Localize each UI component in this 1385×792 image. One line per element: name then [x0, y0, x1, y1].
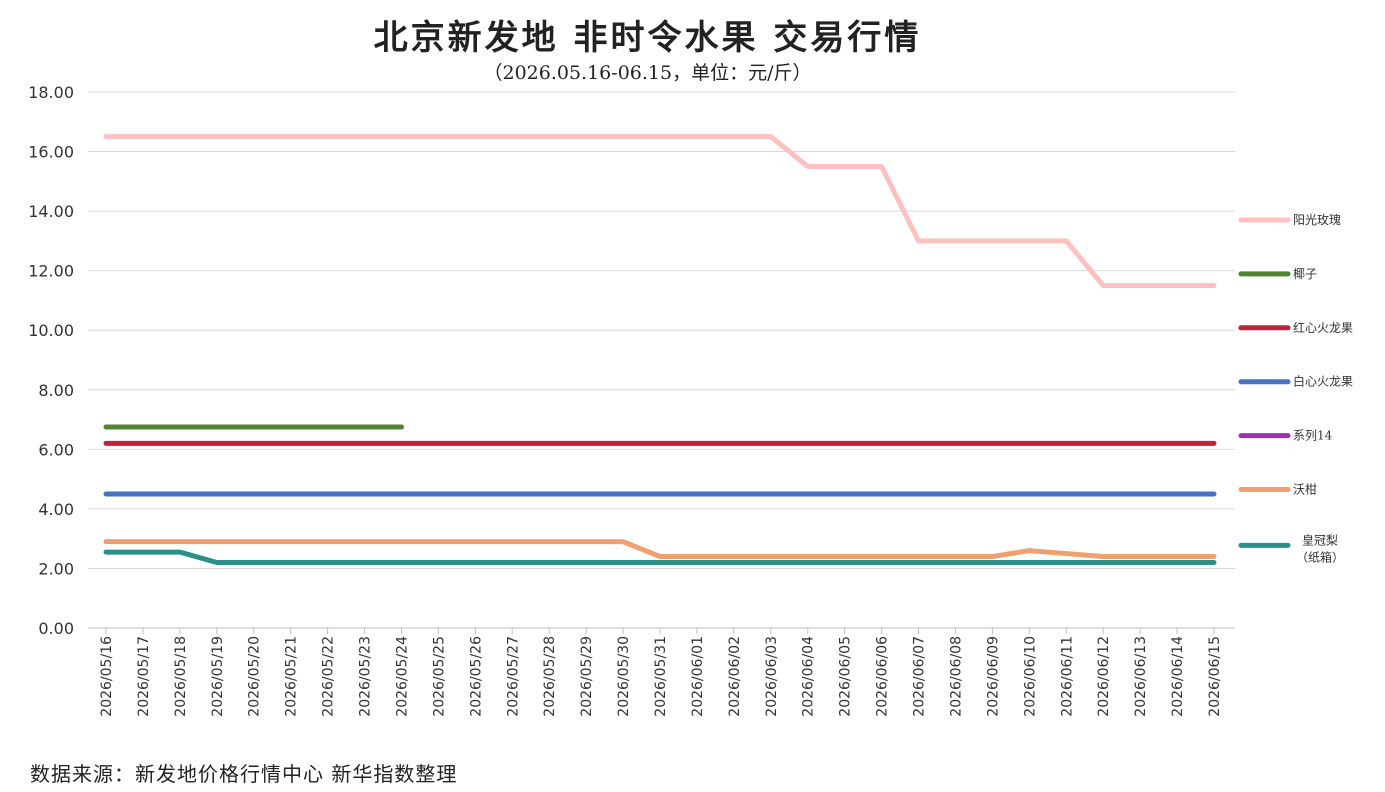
x-axis: 2026/05/16 2026/05/17 2026/05/18 2026/05/19…: [99, 628, 1223, 717]
x-tick-label: 2026/06/08: [948, 636, 964, 717]
y-tick-label: 4.00: [38, 500, 74, 519]
y-axis: 0.00 2.00 4.00 6.00 8.00 10.00 12.00 14.00 16.00…: [28, 83, 74, 638]
chart-subtitle: （2026.05.16-06.15，单位：元/斤）: [483, 62, 812, 84]
legend-label: 阳光玫瑰: [1293, 212, 1341, 227]
x-tick-label: 2026/05/27: [505, 636, 521, 717]
x-tick-label: 2026/06/01: [690, 636, 706, 717]
legend-label: 白心火龙果: [1293, 374, 1353, 389]
series-lines: [103, 134, 1217, 565]
legend-label: 皇冠梨: [1302, 533, 1338, 547]
series-line: [103, 134, 1217, 289]
y-tick-label: 2.00: [38, 559, 74, 578]
y-tick-label: 12.00: [28, 262, 74, 281]
x-tick-label: 2026/05/31: [653, 636, 669, 717]
x-tick-label: 2026/06/02: [727, 636, 743, 717]
x-tick-label: 2026/06/12: [1096, 636, 1112, 717]
x-tick-label: 2026/05/21: [284, 636, 300, 717]
x-tick-label: 2026/06/15: [1207, 636, 1223, 717]
x-tick-label: 2026/06/05: [838, 636, 854, 717]
legend-label: 系列14: [1293, 429, 1333, 443]
y-tick-label: 16.00: [28, 143, 74, 162]
x-tick-label: 2026/06/14: [1170, 636, 1186, 717]
x-tick-label: 2026/05/16: [99, 636, 115, 717]
y-tick-label: 10.00: [28, 321, 74, 340]
x-tick-label: 2026/05/26: [468, 636, 484, 717]
x-tick-label: 2026/06/10: [1022, 636, 1038, 717]
x-tick-label: 2026/05/17: [136, 636, 152, 717]
x-tick-label: 2026/06/13: [1133, 636, 1149, 717]
legend-label: （纸箱）: [1296, 549, 1344, 564]
y-tick-label: 18.00: [28, 83, 74, 102]
x-tick-label: 2026/05/25: [431, 636, 447, 717]
data-source-note: 数据来源：新发地价格行情中心 新华指数整理: [30, 762, 458, 786]
x-tick-label: 2026/05/22: [321, 636, 337, 717]
y-tick-label: 6.00: [38, 440, 74, 459]
x-tick-label: 2026/05/20: [247, 636, 263, 717]
x-tick-label: 2026/05/28: [542, 636, 558, 717]
x-tick-label: 2026/05/24: [394, 636, 410, 717]
x-tick-label: 2026/05/19: [210, 636, 226, 717]
series-line: [103, 549, 1217, 565]
x-tick-label: 2026/06/11: [1059, 636, 1075, 717]
x-tick-label: 2026/05/23: [358, 636, 374, 717]
x-tick-label: 2026/06/04: [801, 636, 817, 717]
legend-label: 椰子: [1293, 266, 1317, 281]
x-tick-label: 2026/05/18: [173, 636, 189, 717]
x-tick-label: 2026/06/06: [875, 636, 891, 717]
x-tick-label: 2026/06/03: [764, 636, 780, 717]
y-tick-label: 14.00: [28, 202, 74, 221]
chart-title: 北京新发地 非时令水果 交易行情: [373, 18, 922, 58]
x-tick-label: 2026/05/29: [579, 636, 595, 717]
series-line: [103, 539, 1217, 560]
legend-label: 红心火龙果: [1293, 320, 1353, 335]
legend-label: 沃柑: [1293, 482, 1317, 497]
x-tick-label: 2026/06/07: [912, 636, 928, 717]
y-tick-label: 8.00: [38, 381, 74, 400]
grid-lines: [88, 91, 1235, 629]
y-tick-label: 0.00: [38, 619, 74, 638]
x-tick-label: 2026/05/30: [616, 636, 632, 717]
x-tick-label: 2026/06/09: [985, 636, 1001, 717]
